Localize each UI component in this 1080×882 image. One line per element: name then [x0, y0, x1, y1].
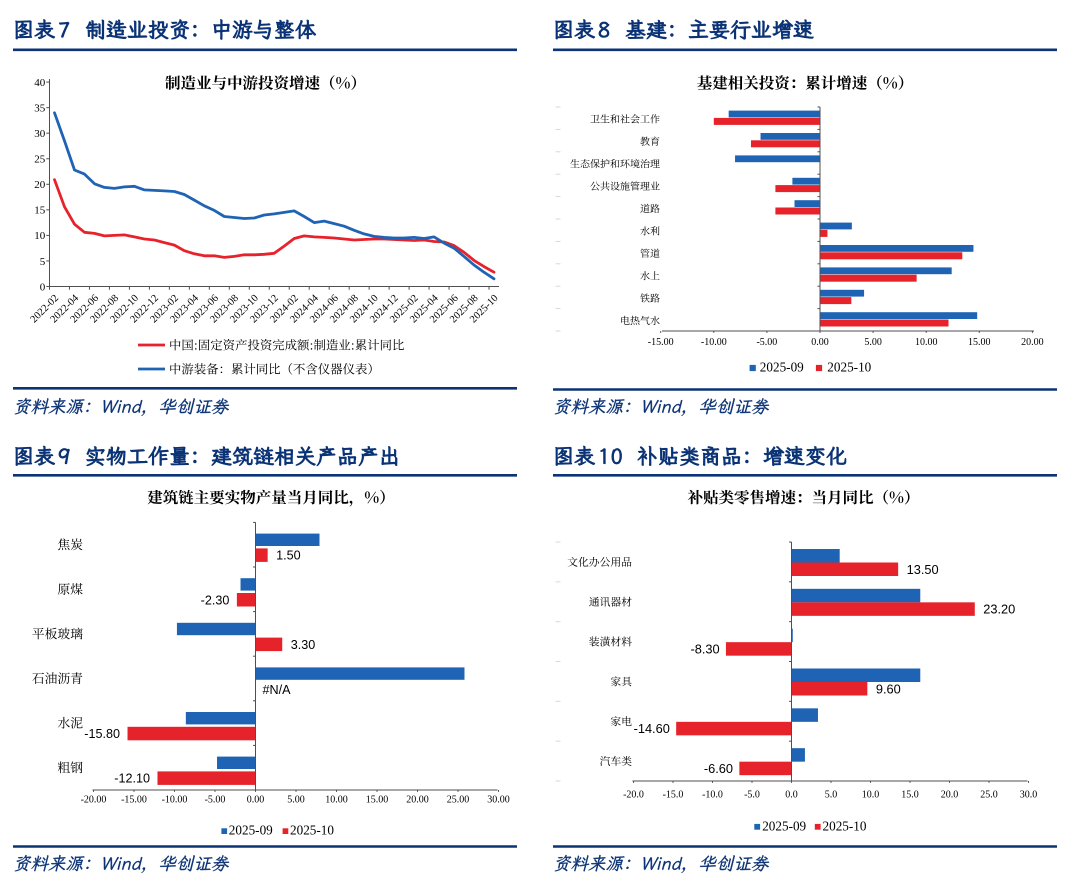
svg-text:30: 30	[34, 128, 46, 140]
svg-text:5: 5	[40, 256, 46, 268]
svg-text:3.30: 3.30	[291, 638, 316, 652]
svg-text:5.00: 5.00	[287, 795, 305, 806]
svg-text:23.20: 23.20	[983, 602, 1015, 617]
svg-text:40: 40	[34, 77, 46, 89]
svg-text:2025-10: 2025-10	[290, 823, 334, 838]
svg-text:2025-09: 2025-09	[229, 823, 273, 838]
svg-text:-15.0: -15.0	[663, 790, 684, 801]
svg-text:30.00: 30.00	[487, 795, 510, 806]
svg-text:25.00: 25.00	[447, 795, 470, 806]
svg-text:-20.00: -20.00	[81, 795, 107, 806]
svg-text:20.00: 20.00	[1021, 337, 1044, 348]
svg-text:15.0: 15.0	[901, 790, 919, 801]
svg-text:15.00: 15.00	[968, 337, 991, 348]
svg-text:20: 20	[34, 179, 46, 191]
svg-text:10.00: 10.00	[325, 795, 348, 806]
svg-text:5.0: 5.0	[825, 790, 838, 801]
svg-text:-6.60: -6.60	[704, 761, 733, 776]
svg-text:10: 10	[34, 230, 46, 242]
svg-text:-10.0: -10.0	[702, 790, 723, 801]
svg-text:2025-10: 2025-10	[823, 819, 867, 834]
svg-text:0: 0	[40, 281, 46, 293]
svg-text:15.00: 15.00	[366, 795, 389, 806]
svg-text:-5.0: -5.0	[744, 790, 760, 801]
svg-text:0.00: 0.00	[811, 337, 829, 348]
svg-text:-15.00: -15.00	[648, 337, 674, 348]
svg-text:-20.0: -20.0	[623, 790, 644, 801]
svg-text:15: 15	[34, 205, 46, 217]
svg-text:#N/A: #N/A	[263, 683, 292, 697]
svg-text:1.50: 1.50	[276, 549, 301, 563]
svg-text:25: 25	[34, 154, 46, 166]
svg-text:-10.00: -10.00	[162, 795, 188, 806]
svg-text:-12.10: -12.10	[114, 772, 150, 786]
svg-text:35: 35	[34, 102, 46, 114]
svg-text:2025-10: 2025-10	[827, 359, 871, 374]
svg-text:9.60: 9.60	[876, 681, 901, 696]
svg-text:10.00: 10.00	[915, 337, 938, 348]
svg-text:25.0: 25.0	[980, 790, 998, 801]
svg-text:30.0: 30.0	[1020, 790, 1038, 801]
svg-text:-2.30: -2.30	[201, 593, 230, 607]
svg-text:2025-09: 2025-09	[762, 819, 806, 834]
svg-text:20.00: 20.00	[406, 795, 429, 806]
svg-text:5.00: 5.00	[864, 337, 882, 348]
svg-text:-5.00: -5.00	[205, 795, 226, 806]
svg-text:-5.00: -5.00	[756, 337, 777, 348]
svg-text:2025-09: 2025-09	[760, 359, 804, 374]
svg-text:-15.80: -15.80	[84, 727, 120, 741]
svg-text:10.0: 10.0	[862, 790, 880, 801]
svg-text:-10.00: -10.00	[701, 337, 727, 348]
svg-text:0.00: 0.00	[247, 795, 265, 806]
svg-text:-8.30: -8.30	[690, 641, 719, 656]
svg-text:0.0: 0.0	[785, 790, 798, 801]
svg-text:13.50: 13.50	[907, 562, 939, 577]
svg-text:20.0: 20.0	[941, 790, 959, 801]
svg-text:-14.60: -14.60	[634, 721, 670, 736]
svg-text:-15.00: -15.00	[121, 795, 147, 806]
